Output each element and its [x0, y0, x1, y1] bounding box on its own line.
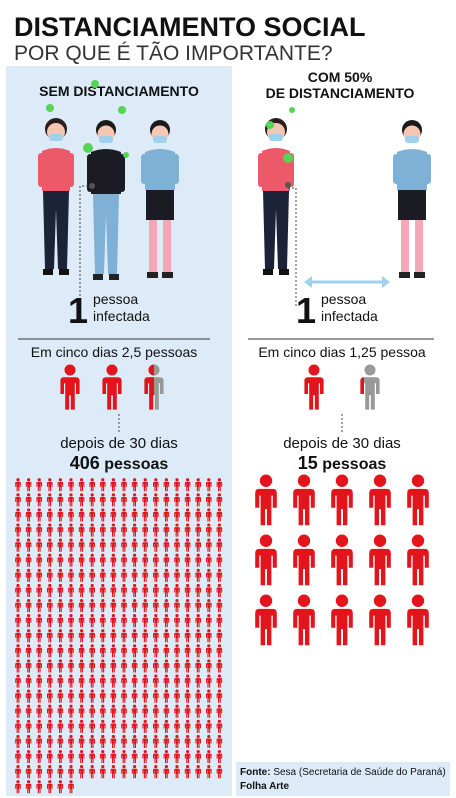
illustration: [38, 80, 431, 306]
total-label: pessoas: [104, 456, 168, 473]
thirty-days-text: depois de 30 dias: [60, 435, 178, 452]
thirty-days-text: depois de 30 dias: [283, 435, 401, 452]
source: Fonte: Sesa (Secretaria de Saúde do Para…: [240, 767, 446, 778]
person-icon: [369, 474, 391, 526]
total-count: 406: [70, 453, 100, 473]
total-text: 406 pessoas: [70, 453, 169, 473]
total-label: pessoas: [322, 456, 386, 473]
person-icon: [407, 594, 429, 646]
person-icon: [255, 474, 277, 526]
title: DISTANCIAMENTO SOCIAL: [14, 12, 366, 42]
infected-label: pessoa: [93, 291, 138, 307]
person-icon: [331, 534, 353, 586]
credit: Folha Arte: [240, 781, 290, 792]
person-icon: [255, 594, 277, 646]
infected-label: infectada: [321, 308, 378, 324]
person-icon: [293, 594, 315, 646]
person-icon: [293, 534, 315, 586]
total-text: 15 pessoas: [298, 453, 387, 473]
subtitle: POR QUE É TÃO IMPORTANTE?: [14, 41, 333, 65]
infected-number: 1: [68, 290, 88, 331]
total-count: 15: [298, 453, 318, 473]
panel-title: SEM DISTANCIAMENTO: [39, 83, 199, 99]
panel-title: DE DISTANCIAMENTO: [266, 85, 415, 101]
footer-box: [236, 762, 450, 796]
people-grid: [255, 474, 429, 646]
five-days-icons: [60, 364, 380, 432]
panel-title: COM 50%: [308, 69, 373, 85]
person-icon: [255, 534, 277, 586]
source-text: Sesa (Secretaria de Saúde do Paraná): [273, 767, 445, 778]
person-icon: [293, 474, 315, 526]
person-icon: [369, 594, 391, 646]
five-days-text: Em cinco dias 1,25 pessoa: [258, 344, 426, 360]
person-icon: [369, 534, 391, 586]
person-icon: [407, 534, 429, 586]
infected-number: 1: [296, 290, 316, 331]
infected-label: pessoa: [321, 291, 366, 307]
person-icon: [331, 594, 353, 646]
person-icon: [407, 474, 429, 526]
person-icon: [331, 474, 353, 526]
five-days-text: Em cinco dias 2,5 pessoas: [31, 344, 198, 360]
source-label: Fonte:: [240, 767, 271, 778]
infected-label: infectada: [93, 308, 150, 324]
